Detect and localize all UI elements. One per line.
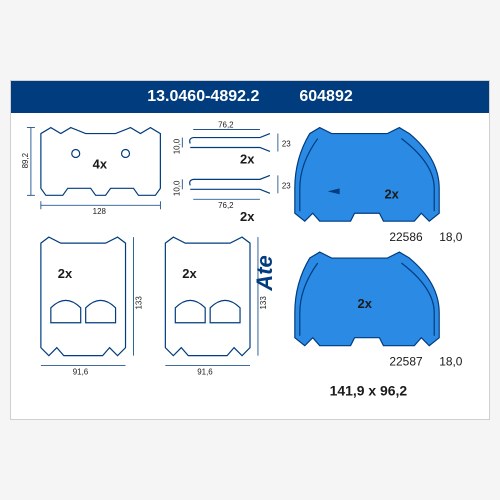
clip-top-width: 76,2 [218,121,234,130]
clip-bottom-qty: 2x [240,209,255,224]
clip-top-qty: 2x [240,151,255,166]
clip-bottom-width: 76,2 [218,201,234,210]
footer-dimensions: 141,9 x 96,2 [330,382,408,398]
backing-plate-height: 89,2 [21,152,30,168]
carrier-right-height: 133 [259,296,268,310]
pad-top-thickness: 18,0 [439,230,463,244]
carrier-right-width: 91,6 [197,368,213,377]
clip-top-height: 10,0 [172,138,181,154]
carrier-left-width: 91,6 [73,368,89,377]
brand-logo: Ate [252,255,277,291]
pad-bottom-qty: 2x [358,296,373,311]
pad-bottom-thickness: 18,0 [439,355,463,369]
header-bar: 13.0460-4892.2 604892 [11,81,489,113]
carrier-left-height: 133 [134,296,143,310]
clip-bottom-height: 10,0 [172,180,181,196]
brake-pad-top-group: 2x 22586 18,0 [295,128,463,245]
product-card: 13.0460-4892.2 604892 4x 128 89,2 [10,80,490,420]
clips-group: 76,2 10,0 23 2x 76,2 10,0 23 2x [172,121,291,225]
pad-top-qty: 2x [384,186,399,201]
part-number: 13.0460-4892.2 [147,88,259,106]
carrier-right-qty: 2x [182,266,197,281]
pad-bottom-code: 22587 [389,355,423,369]
backing-plate-qty: 4x [93,156,108,171]
carrier-left-group: 2x 91,6 133 [41,237,144,376]
pad-top-code: 22586 [389,230,423,244]
clip-bottom-depth: 23 [282,181,291,190]
backing-plate-width: 128 [93,207,107,216]
brake-pad-bottom-group: 2x 22587 18,0 [295,252,463,369]
technical-diagram: 4x 128 89,2 76,2 10,0 [11,113,489,421]
carrier-left-qty: 2x [58,266,73,281]
diagram-area: 4x 128 89,2 76,2 10,0 [11,113,489,421]
backing-plate-group: 4x 128 89,2 [21,128,160,217]
clip-top-depth: 23 [282,140,291,149]
sku: 604892 [299,88,352,106]
